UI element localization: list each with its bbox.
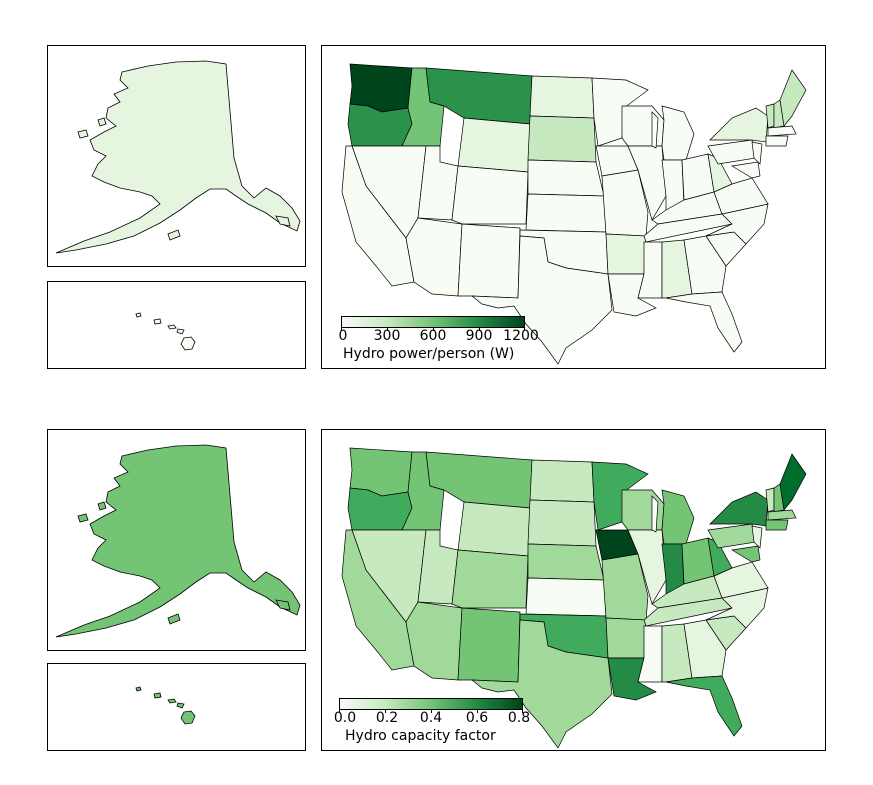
state-michigan — [661, 489, 695, 545]
tick-mark — [385, 709, 386, 713]
tick-mark — [479, 327, 480, 331]
state-missouri — [601, 169, 649, 237]
state-maryland-delaware — [730, 161, 761, 179]
state-new-mexico — [457, 607, 521, 683]
state-arkansas — [605, 617, 647, 659]
map-1-colorbar: 0 300 600 900 1200 Hydro power/person (W… — [338, 316, 539, 366]
alaska-island — [97, 501, 107, 511]
state-mississippi — [637, 625, 663, 683]
state-nebraska — [527, 159, 605, 197]
state-florida — [665, 675, 743, 737]
state-maine — [779, 69, 807, 127]
state-texas — [470, 235, 613, 365]
state-wyoming — [457, 117, 531, 173]
colorbar-label: Hydro power/person (W) — [343, 346, 515, 362]
colorbar-tick-label: 600 — [419, 328, 447, 344]
hawaii-island — [153, 318, 162, 325]
map-2-colorbar: 0.0 0.2 0.4 0.6 0.8 Hydro capacity facto… — [334, 698, 530, 748]
state-michigan — [661, 105, 695, 161]
alaska-island — [167, 613, 181, 625]
state-nebraska — [527, 543, 605, 581]
great-lakes — [651, 111, 659, 149]
map-2-alaska-inset — [47, 429, 306, 651]
tick-mark — [524, 327, 525, 331]
map-1-alaska-inset — [47, 45, 306, 267]
map-1-hawaii-inset — [47, 281, 306, 369]
state-new-jersey — [751, 141, 763, 165]
state-arizona — [405, 601, 463, 681]
alaska-island — [77, 129, 89, 139]
hawaii-big-island — [180, 336, 196, 351]
tick-mark — [387, 327, 388, 331]
state-south-dakota — [527, 115, 597, 163]
state-arizona — [405, 217, 463, 297]
state-north-carolina — [705, 587, 769, 629]
state-north-dakota — [529, 459, 595, 503]
map-1-contiguous-us: 0 300 600 900 1200 Hydro power/person (W… — [321, 45, 826, 369]
alaska-island — [167, 229, 181, 241]
hawaii-island — [167, 324, 177, 330]
hawaii-island — [153, 692, 162, 699]
alaska-island — [97, 117, 107, 127]
state-missouri — [601, 553, 649, 621]
state-colorado — [451, 165, 529, 225]
tick-mark — [431, 709, 432, 713]
state-south-dakota — [527, 499, 597, 547]
state-kansas — [525, 577, 607, 617]
colorbar-tick-label: 0.8 — [507, 710, 531, 726]
hawaii-island — [167, 698, 177, 704]
state-california — [341, 145, 415, 287]
state-wyoming — [457, 501, 531, 557]
state-maryland-delaware — [730, 545, 761, 563]
hawaii-island — [176, 702, 185, 709]
state-maine — [779, 453, 807, 511]
colorbar-tick-label: 0 — [338, 328, 348, 344]
state-kansas — [525, 193, 607, 233]
hawaii-island — [176, 328, 185, 335]
tick-mark — [339, 709, 340, 713]
colorbar-tick-label: 900 — [465, 328, 493, 344]
alaska-shape — [55, 60, 301, 254]
state-new-york — [709, 107, 769, 143]
state-new-mexico — [457, 223, 521, 299]
state-mississippi — [637, 241, 663, 299]
state-florida — [665, 291, 743, 353]
state-north-carolina — [705, 203, 769, 245]
state-colorado — [451, 549, 529, 609]
alaska-shape — [55, 444, 301, 638]
colorbar-tick-label: 0.4 — [419, 710, 443, 726]
tick-mark — [522, 709, 523, 713]
tick-mark — [341, 327, 342, 331]
colorbar-tick-label: 0.0 — [333, 710, 357, 726]
state-california — [341, 529, 415, 671]
hawaii-big-island — [180, 710, 196, 725]
alaska-island — [275, 599, 291, 611]
hawaii-island — [135, 312, 142, 318]
map-2-hawaii-inset — [47, 663, 306, 751]
tick-mark — [433, 327, 434, 331]
state-texas — [470, 619, 613, 749]
alaska-island — [275, 215, 291, 227]
state-north-dakota — [529, 75, 595, 119]
colorbar-tick-label: 0.2 — [375, 710, 399, 726]
colorbar-label: Hydro capacity factor — [345, 728, 496, 744]
great-lakes — [651, 495, 659, 533]
colorbar-tick-label: 300 — [373, 328, 401, 344]
map-2-contiguous-us: 0.0 0.2 0.4 0.6 0.8 Hydro capacity facto… — [321, 429, 826, 751]
state-new-york — [709, 491, 769, 527]
colorbar-tick-label: 0.6 — [465, 710, 489, 726]
state-massachusetts — [767, 125, 797, 137]
state-connecticut-ri — [765, 519, 789, 531]
tick-mark — [477, 709, 478, 713]
hawaii-island — [135, 686, 142, 692]
alaska-island — [77, 513, 89, 523]
state-connecticut-ri — [765, 135, 789, 147]
state-arkansas — [605, 233, 647, 275]
colorbar-tick-label: 1200 — [503, 328, 539, 344]
state-massachusetts — [767, 509, 797, 521]
state-new-jersey — [751, 525, 763, 549]
